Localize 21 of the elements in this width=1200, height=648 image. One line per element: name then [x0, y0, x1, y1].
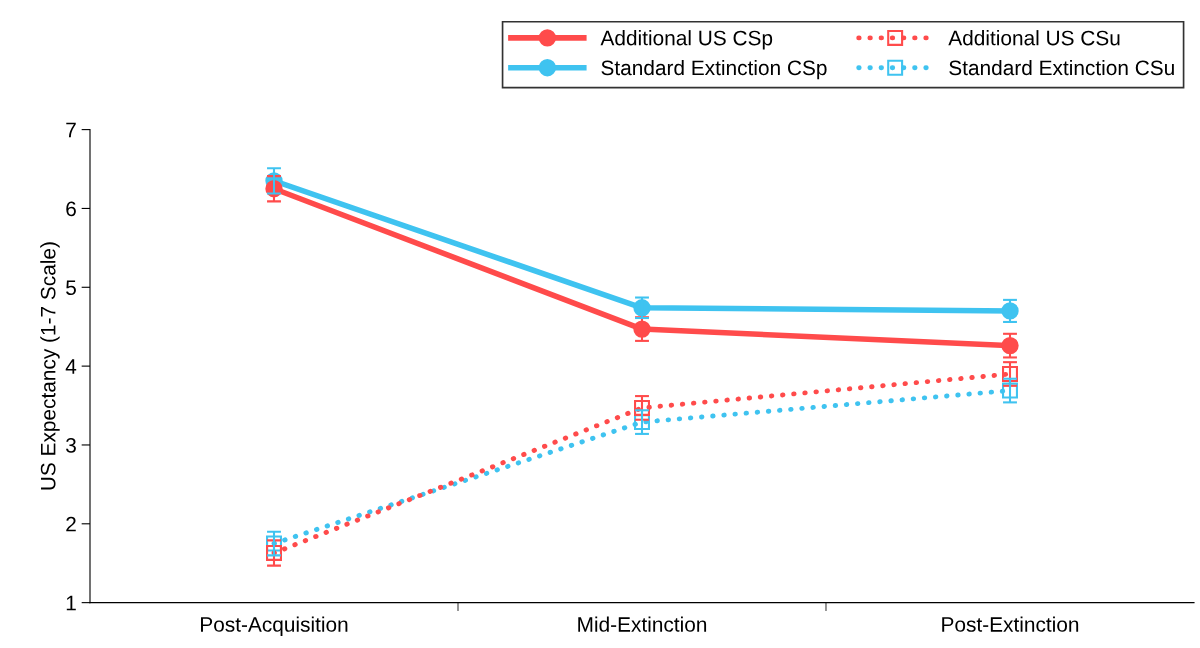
y-axis-title: US Expectancy (1-7 Scale) [40, 242, 60, 490]
legend-label: Additional US CSp [600, 30, 773, 50]
legend-label: Standard Extinction CSp [601, 59, 827, 80]
point [266, 535, 282, 552]
point [1002, 366, 1018, 382]
y-tick-label: 2 [66, 516, 76, 532]
legend-label: Standard Extinction CSu [949, 59, 1174, 76]
x-tick-label: Mid-Extinction [578, 616, 707, 632]
x-tick-label: Post-Acquisition [201, 616, 348, 636]
y-tick-label: 1 [66, 595, 76, 611]
y-tick-label: 7 [66, 122, 76, 138]
point [1002, 382, 1018, 399]
point [266, 544, 282, 561]
point [634, 399, 650, 416]
legend-label: Additional US CSu [948, 30, 1120, 46]
y-tick-label: 6 [66, 201, 76, 217]
y-tick-label: 5 [66, 280, 76, 296]
y-tick-label: 4 [65, 359, 77, 374]
y-tick-label: 3 [66, 437, 76, 453]
point [634, 414, 650, 431]
x-tick-label: Post-Extinction [942, 616, 1079, 632]
